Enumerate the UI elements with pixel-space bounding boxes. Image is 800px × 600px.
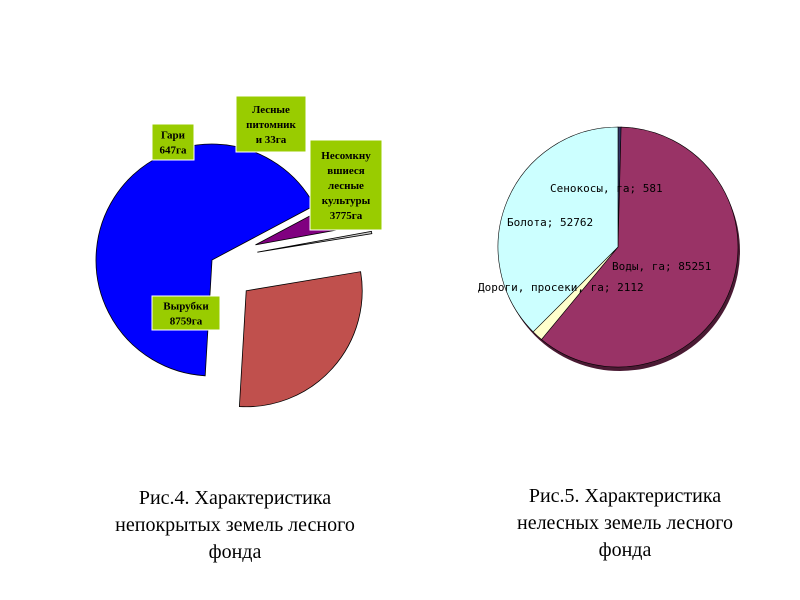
data-label-гари: 647га — [160, 145, 187, 157]
data-label-вырубки: Вырубки — [163, 301, 209, 313]
data-label-лесные-питомники: питомник — [246, 119, 296, 131]
figure-4-caption-line1: Рис.4. Характеристика — [138, 487, 332, 509]
data-label-несомкнувшиеся-лесные-культуры: лесные — [328, 180, 364, 192]
data-label-дороги-просеки-га: Дороги, просеки, га; 2112 — [478, 281, 644, 294]
pie-chart-fig5-labels: Сенокосы, га; 581 Воды, га; 85251 Дороги, … — [478, 182, 711, 294]
data-label-несомкнувшиеся-лесные-культуры: вшиеся — [327, 165, 364, 177]
figure-4-caption: Рис.4. Характеристика непокрытых земель … — [70, 485, 400, 566]
data-label-гари: Гари — [161, 130, 186, 142]
pie-chart-fig5 — [497, 126, 740, 371]
data-label-лесные-питомники: и 33га — [256, 134, 287, 146]
data-label-box-вырубки — [151, 295, 221, 331]
data-label-вырубки: 8759га — [170, 316, 203, 328]
data-label-box-несомкнувшиеся-лесные-культуры — [309, 139, 383, 231]
data-label-болота: Болота; 52762 — [507, 216, 593, 229]
data-label-box-лесные-питомники — [235, 95, 307, 153]
data-label-несомкнувшиеся-лесные-культуры: культуры — [322, 195, 371, 207]
figure-5-caption-line1: Рис.5. Характеристика — [528, 485, 722, 507]
data-label-лесные-питомники: Лесные — [252, 104, 290, 116]
pie-slice-несомкнувшиеся-лесные-культуры — [238, 271, 363, 408]
pie-chart-fig4-labels: Вырубки 8759га Гари 647га Лесные питомник и 33… — [151, 95, 383, 331]
data-label-несомкнувшиеся-лесные-культуры: 3775га — [330, 210, 363, 222]
data-label-box-гари — [151, 123, 195, 161]
pie-slice-воды-га — [541, 126, 739, 368]
data-label-несомкнувшиеся-лесные-культуры: Несомкну — [321, 150, 371, 162]
pie-chart-fig4 — [95, 143, 373, 408]
figure-4-caption-line2: непокрытых земель лесного — [115, 514, 355, 536]
figure-5-caption-line2: нелесных земель лесного — [516, 512, 733, 534]
pie-slice-вырубки — [95, 143, 315, 377]
data-label-воды-га: Воды, га; 85251 — [612, 260, 711, 273]
figure-4-caption-line3: фонда — [208, 541, 262, 563]
pie-slice-лесные-питомники — [257, 230, 373, 253]
pie-slice-болота — [497, 126, 619, 333]
figure-5-caption: Рис.5. Характеристика нелесных земель ле… — [460, 483, 790, 564]
figure-5-caption-line3: фонда — [598, 539, 652, 561]
data-label-сенокосы-га: Сенокосы, га; 581 — [550, 182, 663, 195]
